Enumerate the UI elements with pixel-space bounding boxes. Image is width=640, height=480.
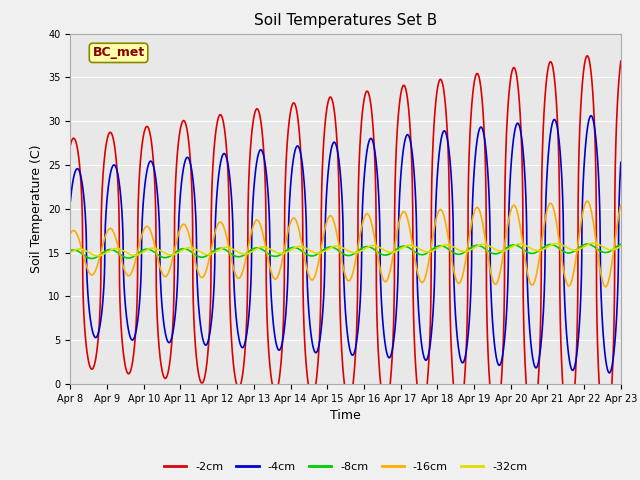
-32cm [94, 253, 102, 259]
-8cm [467, 245, 474, 251]
-32cm [328, 244, 336, 250]
-4cm [617, 159, 625, 165]
-2cm [298, 169, 305, 175]
-4cm [605, 370, 613, 376]
-2cm [584, 53, 591, 59]
-2cm [302, 360, 310, 366]
-2cm [67, 142, 74, 148]
-4cm [467, 302, 474, 308]
-8cm [600, 250, 608, 255]
-4cm [573, 354, 580, 360]
-32cm [302, 245, 310, 251]
-16cm [298, 240, 305, 245]
-16cm [584, 198, 591, 204]
Line: -16cm: -16cm [70, 201, 621, 287]
X-axis label: Time: Time [330, 409, 361, 422]
-2cm [467, 126, 474, 132]
-8cm [617, 241, 625, 247]
Line: -8cm: -8cm [70, 244, 621, 259]
-16cm [328, 214, 336, 220]
-32cm [589, 240, 597, 246]
Line: -32cm: -32cm [70, 243, 621, 256]
-4cm [328, 144, 336, 149]
-32cm [298, 244, 306, 250]
-8cm [88, 256, 95, 262]
-32cm [67, 250, 74, 255]
Y-axis label: Soil Temperature (C): Soil Temperature (C) [29, 144, 43, 273]
-4cm [302, 213, 310, 219]
-8cm [302, 251, 310, 257]
-8cm [67, 248, 74, 253]
-16cm [467, 228, 474, 234]
-16cm [600, 282, 608, 288]
Line: -4cm: -4cm [70, 116, 621, 373]
-32cm [573, 247, 580, 253]
Text: BC_met: BC_met [92, 47, 145, 60]
-32cm [600, 245, 608, 251]
Legend: -2cm, -4cm, -8cm, -16cm, -32cm: -2cm, -4cm, -8cm, -16cm, -32cm [159, 457, 532, 477]
-4cm [588, 113, 595, 119]
-8cm [584, 241, 591, 247]
-8cm [573, 247, 580, 252]
Title: Soil Temperatures Set B: Soil Temperatures Set B [254, 13, 437, 28]
-32cm [467, 247, 474, 253]
-4cm [298, 156, 305, 162]
-2cm [617, 58, 625, 64]
-16cm [617, 202, 625, 208]
-16cm [67, 231, 74, 237]
-16cm [302, 262, 310, 268]
-2cm [600, 428, 608, 434]
-16cm [573, 252, 580, 258]
-2cm [573, 349, 580, 355]
-2cm [602, 431, 609, 437]
-16cm [602, 284, 609, 289]
Line: -2cm: -2cm [70, 56, 621, 434]
-8cm [298, 248, 306, 254]
-2cm [328, 96, 336, 102]
-8cm [328, 244, 336, 250]
-4cm [67, 198, 74, 204]
-4cm [600, 342, 608, 348]
-32cm [617, 243, 625, 249]
